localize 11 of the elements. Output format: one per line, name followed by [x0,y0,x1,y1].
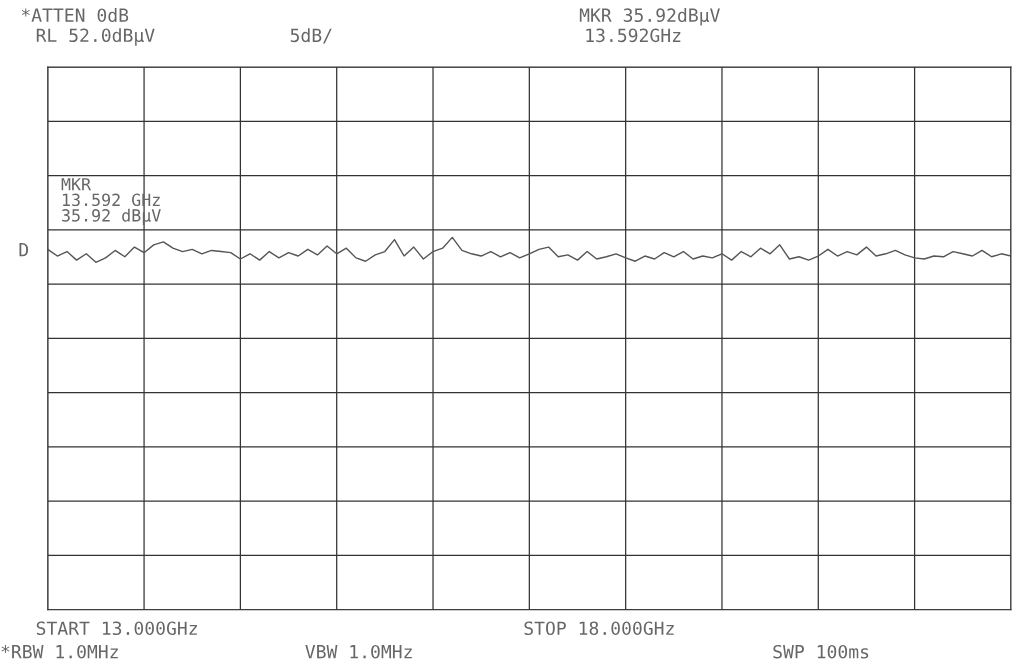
text: D [19,243,29,257]
text: *ATTEN 0dB [21,8,129,23]
text: SWP 100ms [773,644,869,659]
text: 5dB/ [290,28,332,44]
text: MKR 35.92dBµV [579,8,720,26]
text: VBW 1.0MHz [305,644,412,659]
text: STOP 18.000GHz [524,621,674,636]
text: 13.592GHz [586,28,681,43]
text: START 13.000GHz [36,621,197,636]
text: *RBW 1.0MHz [1,644,118,659]
text: RL 52.0dBµV [36,28,155,46]
